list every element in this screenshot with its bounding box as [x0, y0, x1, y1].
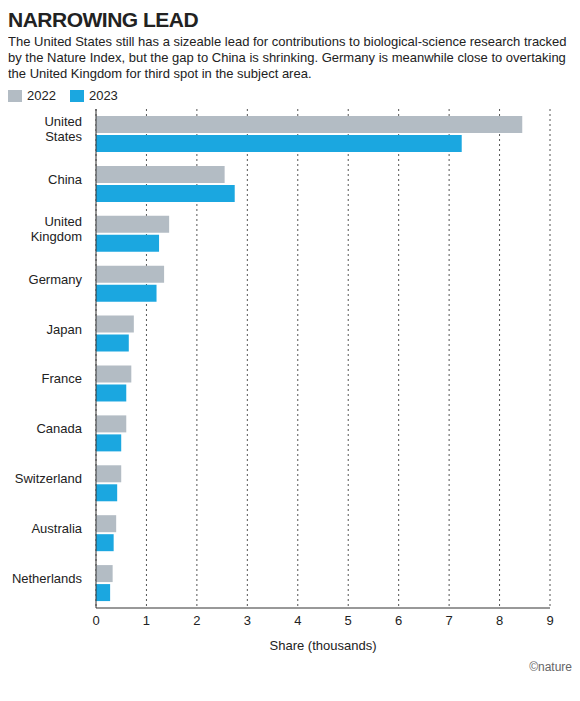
html-text:NARROWING LEAD: NARROWING LEAD	[8, 8, 199, 31]
svg-text:UnitedKingdom: UnitedKingdom	[31, 214, 82, 244]
html-text:The United States still has a: The United States still has a sizeable l…	[8, 34, 567, 81]
svg-text:1: 1	[143, 613, 150, 628]
svg-text:5: 5	[345, 613, 352, 628]
svg-text:Share (thousands): Share (thousands)	[270, 638, 377, 653]
svg-text:2: 2	[193, 613, 200, 628]
svg-text:Germany: Germany	[29, 272, 83, 287]
svg-text:0: 0	[92, 613, 99, 628]
svg-text:Australia: Australia	[31, 521, 82, 536]
svg-text:UnitedStates: UnitedStates	[44, 114, 82, 144]
svg-text:China: China	[48, 172, 83, 187]
svg-text:Japan: Japan	[47, 322, 82, 337]
svg-text:4: 4	[294, 613, 301, 628]
svg-text:6: 6	[395, 613, 402, 628]
svg-text:Switzerland: Switzerland	[15, 471, 82, 486]
svg-text:France: France	[42, 371, 82, 386]
svg-text:8: 8	[496, 613, 503, 628]
html-text:2023: 2023	[88, 88, 118, 103]
svg-text:7: 7	[445, 613, 452, 628]
html-text:©nature: ©nature	[529, 660, 572, 674]
svg-text:Netherlands: Netherlands	[12, 571, 83, 586]
svg-text:9: 9	[546, 613, 553, 628]
svg-text:3: 3	[244, 613, 251, 628]
html-text:2022: 2022	[27, 88, 56, 103]
svg-text:Canada: Canada	[36, 421, 82, 436]
